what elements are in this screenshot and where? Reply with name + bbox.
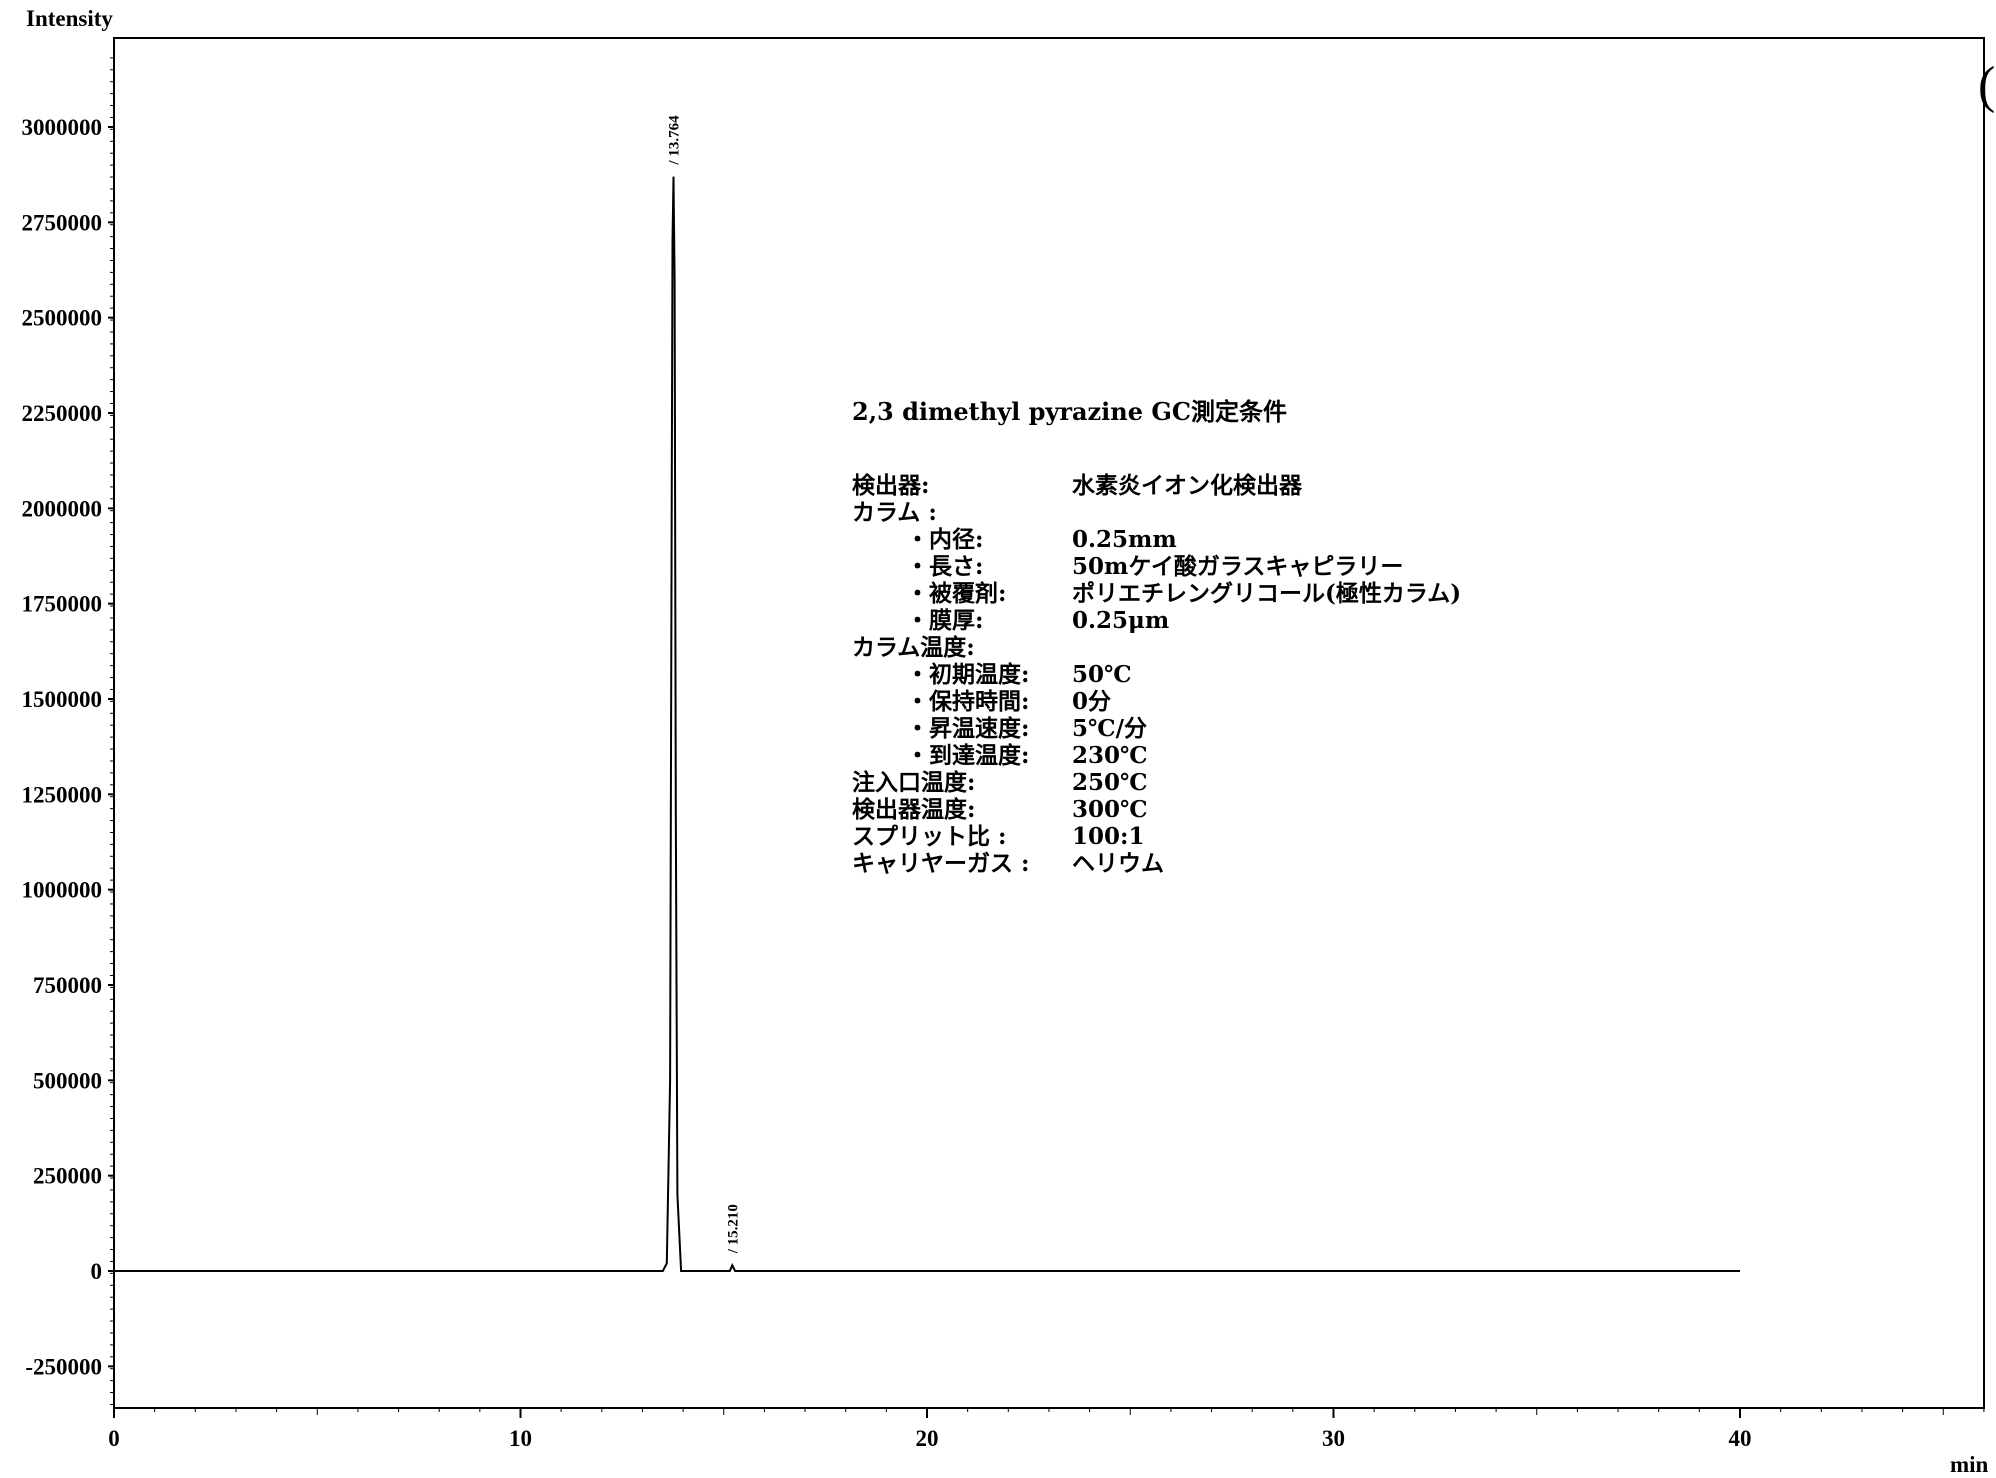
x-tick-label-1: 10 (509, 1426, 532, 1451)
y-tick-label-6: 1500000 (22, 687, 103, 712)
condition-label: ・被覆剤: (906, 580, 1007, 607)
peak-label-0: / 13.764 (667, 115, 683, 166)
condition-label: 検出器温度: (852, 796, 976, 823)
x-axis-title: min (1950, 1452, 1989, 1477)
condition-value: 250℃ (1072, 769, 1148, 796)
y-tick-label-11: 250000 (33, 1164, 102, 1189)
condition-value: 0.25mm (1072, 526, 1177, 553)
y-tick-label-0: 3000000 (22, 115, 103, 140)
x-tick-label-2: 20 (916, 1426, 939, 1451)
condition-value: ポリエチレングリコール(極性カラム) (1072, 580, 1462, 607)
y-tick-label-7: 1250000 (22, 782, 103, 807)
peak-label-1: / 15.210 (725, 1204, 741, 1254)
edge-mark: ( (1978, 57, 1996, 114)
chromatogram-trace (114, 176, 1740, 1272)
y-tick-label-8: 1000000 (22, 878, 103, 903)
x-tick-label-4: 40 (1729, 1426, 1752, 1451)
x-minor-ticks (113, 1408, 1985, 1415)
y-tick-label-2: 2500000 (22, 306, 103, 331)
y-tick-label-3: 2250000 (22, 401, 103, 426)
condition-value: 50℃ (1072, 661, 1132, 688)
condition-label: ・到達温度: (906, 742, 1030, 769)
peak-labels: / 13.764 / 15.210 (667, 115, 742, 1254)
condition-label: カラム温度: (852, 634, 975, 661)
condition-value: 230℃ (1072, 742, 1148, 769)
condition-label: ・初期温度: (906, 661, 1030, 688)
condition-label: ・保持時間: (906, 688, 1030, 715)
condition-label: スプリット比 : (852, 823, 1007, 850)
plot-frame (113, 37, 1985, 1409)
condition-label: ・膜厚: (906, 607, 984, 634)
x-tick-label-3: 30 (1322, 1426, 1345, 1451)
condition-label: キャリヤーガス : (852, 850, 1030, 877)
condition-label: ・長さ: (906, 553, 984, 580)
condition-label: ・内径: (906, 526, 984, 553)
x-tick-label-0: 0 (108, 1426, 120, 1451)
condition-label: 注入口温度: (852, 769, 976, 796)
condition-value: 水素炎イオン化検出器 (1072, 472, 1302, 499)
x-axis: 0 10 20 30 40 (108, 1408, 1752, 1451)
condition-value: 0分 (1072, 688, 1112, 715)
y-tick-label-10: 500000 (33, 1068, 102, 1093)
y-tick-label-4: 2000000 (22, 496, 103, 521)
y-minor-ticks (110, 57, 114, 1405)
condition-value: 0.25μm (1072, 607, 1170, 634)
condition-label: ・昇温速度: (906, 715, 1030, 742)
condition-label: 検出器: (852, 472, 930, 499)
y-tick-label-1: 2750000 (22, 210, 103, 235)
conditions-title: 2,3 dimethyl pyrazine GC測定条件 (852, 397, 1287, 426)
condition-value: 100:1 (1072, 823, 1145, 850)
condition-label: カラム : (852, 499, 937, 526)
condition-value: 50mケイ酸ガラスキャピラリー (1072, 553, 1404, 580)
condition-value: 300℃ (1072, 796, 1148, 823)
condition-value: 5℃/分 (1072, 715, 1147, 742)
y-tick-label-13: -250000 (25, 1354, 102, 1379)
y-tick-label-12: 0 (91, 1259, 103, 1284)
y-axis: 3000000275000025000002250000200000017500… (22, 115, 114, 1379)
y-tick-label-5: 1750000 (22, 592, 103, 617)
y-tick-label-9: 750000 (33, 973, 102, 998)
y-axis-title: Intensity (26, 6, 113, 31)
condition-value: ヘリウム (1072, 850, 1164, 877)
